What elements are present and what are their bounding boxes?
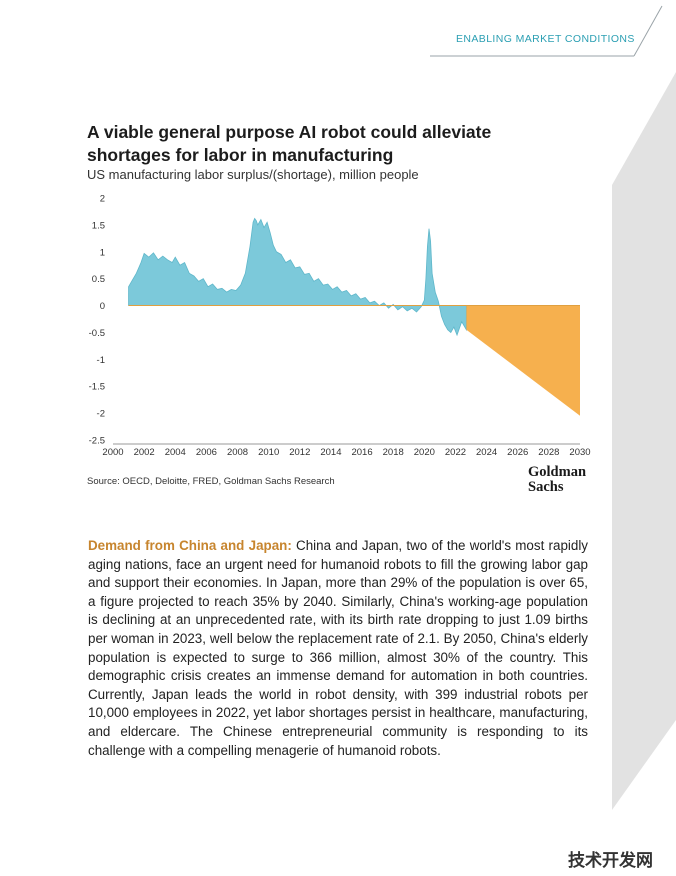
projection-area (466, 305, 580, 416)
y-tick-label: 2 (100, 194, 105, 205)
corner-shadow-shape (612, 72, 676, 810)
y-tick-label: 0 (100, 301, 105, 312)
x-tick-label: 2012 (289, 447, 310, 458)
x-tick-label: 2008 (227, 447, 248, 458)
y-tick-label: -1.5 (89, 382, 105, 393)
y-tick-label: -1 (97, 355, 105, 366)
x-tick-label: 2004 (165, 447, 186, 458)
logo-line-1: Goldman (528, 464, 587, 480)
chart-subtitle: US manufacturing labor surplus/(shortage… (87, 167, 419, 182)
y-tick-label: 0.5 (92, 274, 105, 285)
x-tick-label: 2022 (445, 447, 466, 458)
header-diagonal-line (633, 5, 663, 57)
y-tick-label: -2.5 (89, 436, 105, 447)
source-note: Source: OECD, Deloitte, FRED, Goldman Sa… (87, 476, 335, 487)
x-tick-label: 2006 (196, 447, 217, 458)
y-tick-label: -0.5 (89, 328, 105, 339)
logo-line-2: Sachs (528, 479, 564, 495)
x-tick-label: 2010 (258, 447, 279, 458)
x-tick-label: 2014 (320, 447, 341, 458)
x-tick-label: 2024 (476, 447, 497, 458)
section-label: ENABLING MARKET CONDITIONS (456, 33, 635, 45)
y-tick-label: 1 (100, 247, 105, 258)
body-lead: Demand from China and Japan: (88, 538, 292, 553)
body-text: China and Japan, two of the world's most… (88, 538, 588, 758)
watermark: 技术开发网 (568, 851, 653, 871)
x-tick-label: 2026 (507, 447, 528, 458)
chart-title: A viable general purpose AI robot could … (87, 122, 492, 165)
goldman-sachs-logo: Goldman Sachs (528, 465, 586, 495)
x-tick-label: 2028 (538, 447, 559, 458)
x-tick-label: 2018 (383, 447, 404, 458)
x-tick-label: 2002 (134, 447, 155, 458)
x-tick-label: 2020 (414, 447, 435, 458)
y-tick-label: 1.5 (92, 220, 105, 231)
x-tick-label: 2030 (569, 447, 590, 458)
x-tick-label: 2000 (102, 447, 123, 458)
x-tick-label: 2016 (351, 447, 372, 458)
y-tick-label: -2 (97, 409, 105, 420)
historical-area (128, 217, 467, 337)
body-paragraph: Demand from China and Japan: China and J… (88, 537, 588, 760)
